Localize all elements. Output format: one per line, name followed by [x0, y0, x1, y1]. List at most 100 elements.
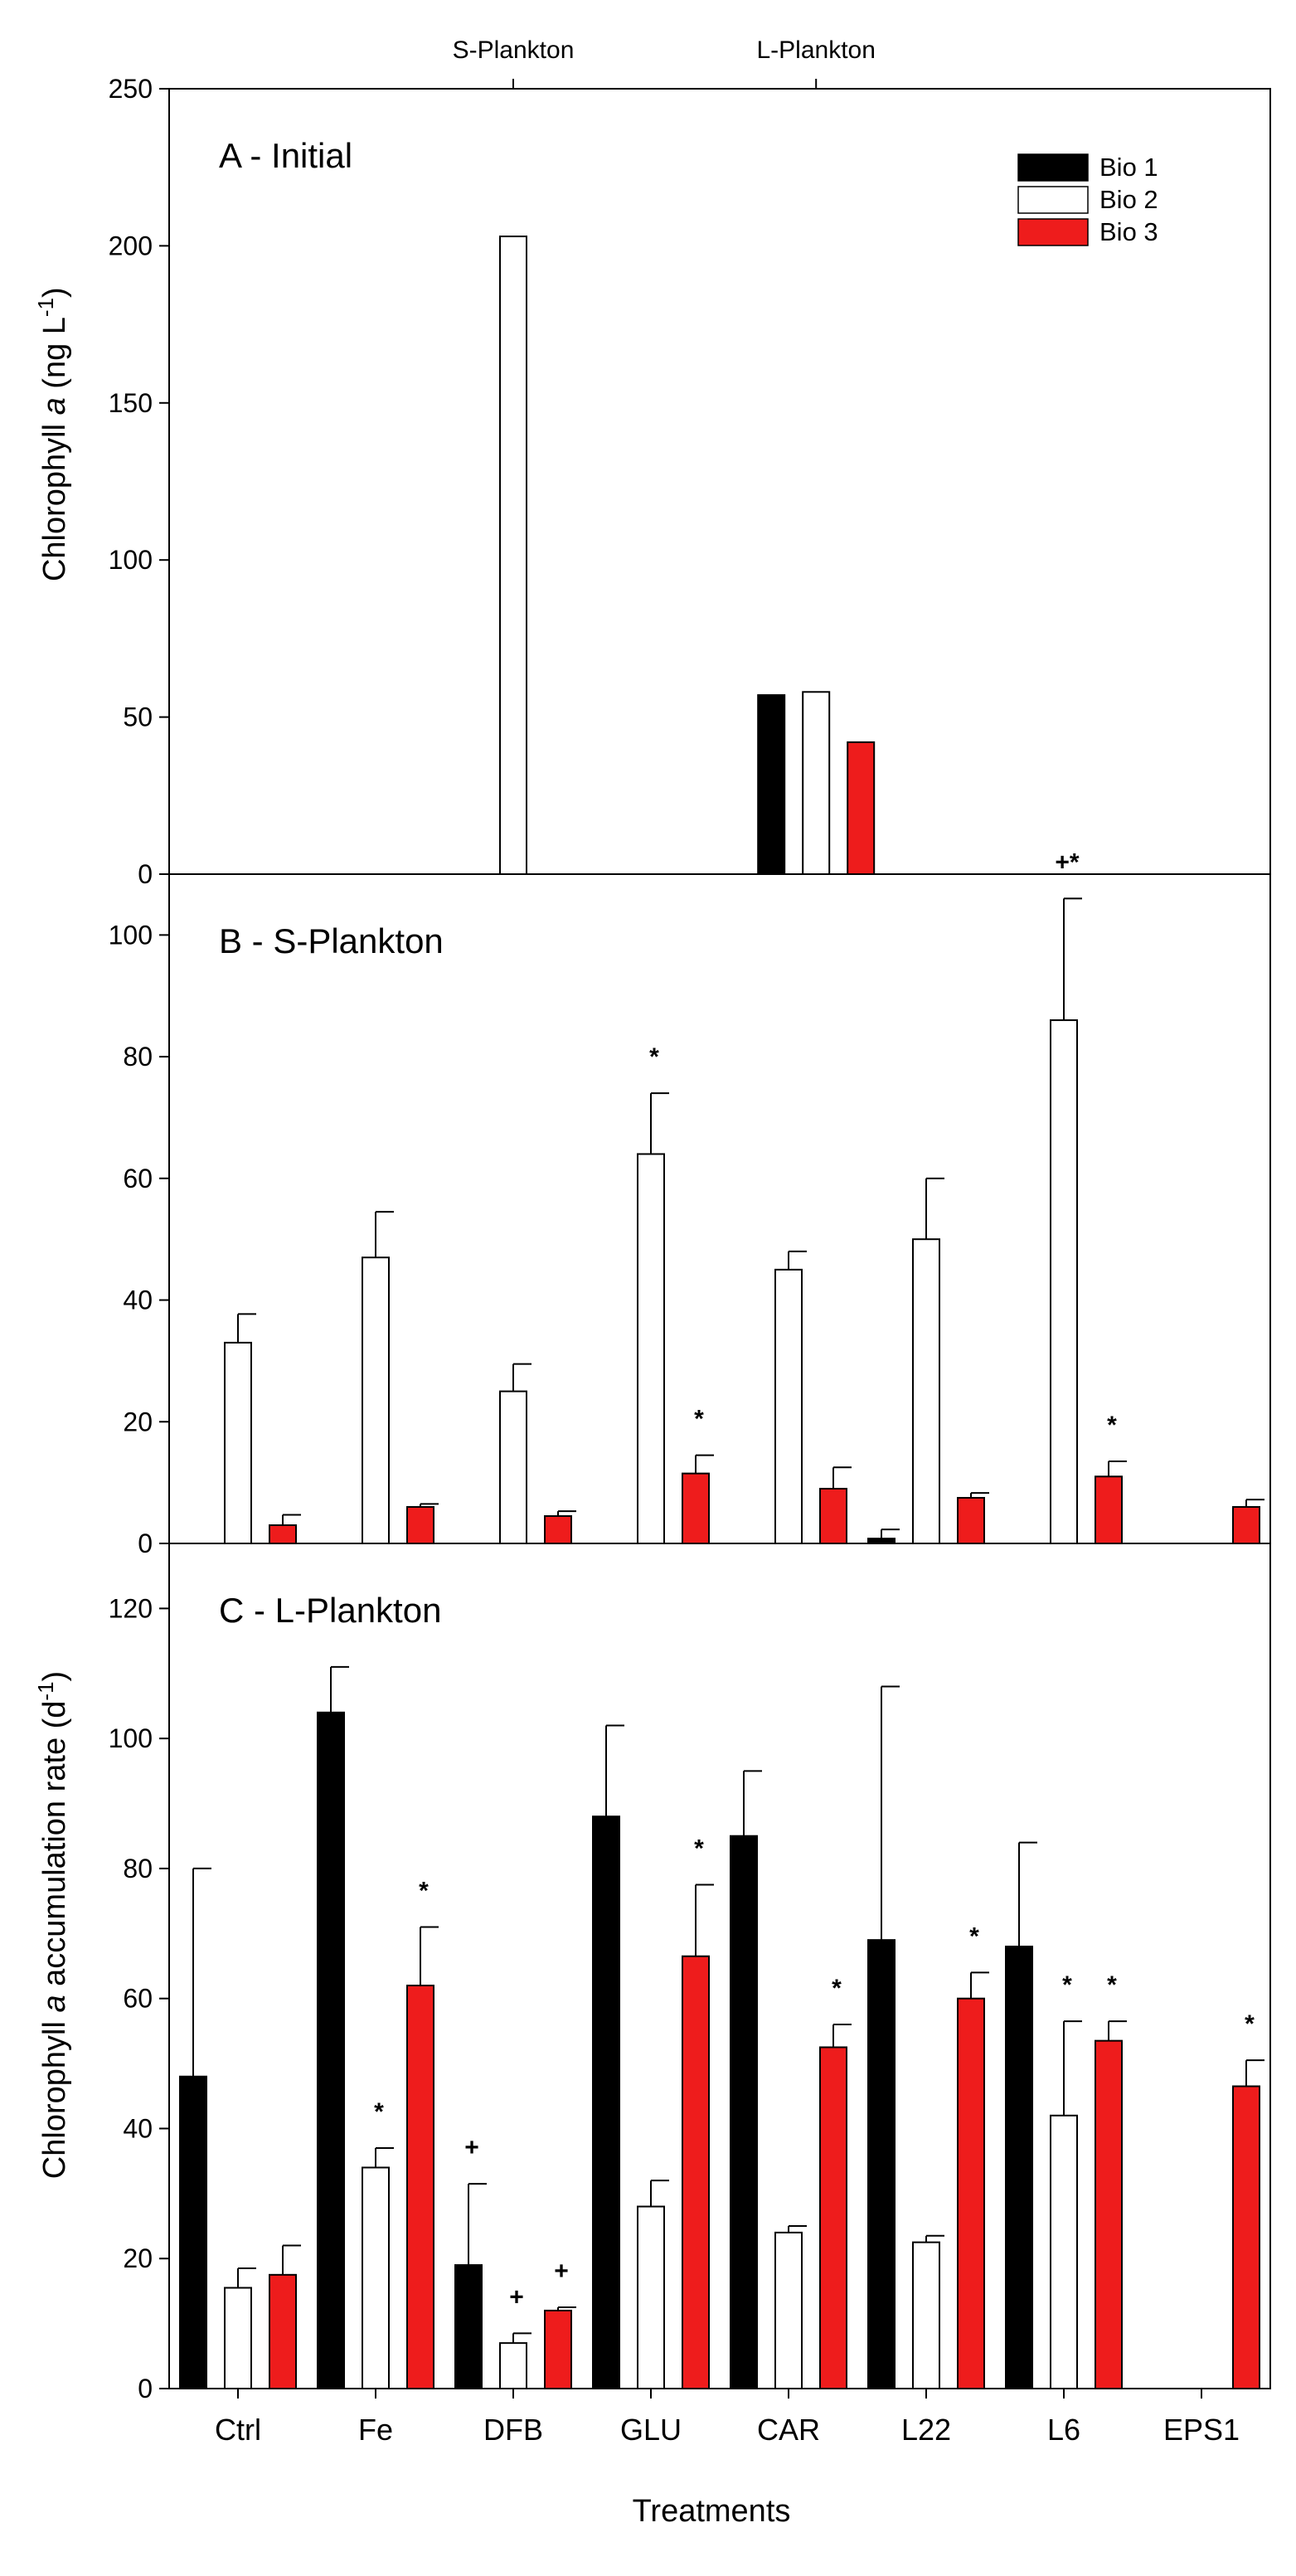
bar-bio-2 [912, 2241, 940, 2389]
y-tick-label: 40 [123, 2113, 153, 2143]
ylabel-part: ) [37, 287, 72, 298]
y-tick-label: 100 [109, 920, 153, 950]
bar-bio-3 [1232, 2085, 1260, 2389]
x-tick-label: L22 [901, 2413, 951, 2447]
bar-bio-2 [774, 1268, 803, 1544]
bar-bio-2 [1050, 1019, 1078, 1544]
significance-mark: * [832, 1975, 842, 2002]
y-tick-label: 80 [123, 1854, 153, 1883]
x-axis-label: Treatments [633, 2494, 791, 2529]
y-tick-label: 80 [123, 1042, 153, 1072]
bar-bio-3 [544, 2309, 572, 2390]
y-tick-label: 40 [123, 1286, 153, 1315]
bar-bio-2 [1050, 2114, 1078, 2390]
legend: Bio 1 Bio 2 Bio 3 [1017, 153, 1158, 246]
panel-title: A - Initial [219, 136, 352, 175]
y-tick-label: 150 [109, 388, 153, 418]
bar-bio-2 [499, 2342, 527, 2390]
ylabel-part: ) [37, 1671, 72, 1682]
y-tick-label: 120 [109, 1593, 153, 1623]
bar-bio-3 [682, 1955, 710, 2389]
y-tick-label: 200 [109, 231, 153, 260]
significance-mark: * [419, 1877, 429, 1904]
y-tick-label: 60 [123, 1984, 153, 2014]
y-tick-label: 100 [109, 1723, 153, 1753]
panel-b-s-plankton: B - S-Plankton 0 20 40 60 80 100 * +* * * [109, 848, 1271, 1558]
significance-mark: +* [1055, 848, 1080, 876]
significance-mark: * [1107, 1412, 1117, 1439]
bar-bio-3 [957, 1997, 985, 2390]
legend-label: Bio 3 [1099, 217, 1158, 246]
x-tick-label: EPS1 [1163, 2413, 1240, 2447]
x-tick-label: GLU [620, 2413, 682, 2447]
ylabel-part: a [37, 397, 72, 415]
x-tick-label: Ctrl [215, 2413, 261, 2447]
bar-bio-3 [544, 1514, 572, 1544]
x-tick-label: CAR [757, 2413, 820, 2447]
significance-mark: * [1062, 1971, 1072, 1999]
ylabel-part: (ng L [37, 317, 72, 397]
bar-bio-1 [730, 1835, 758, 2389]
y-tick-label: 50 [123, 702, 153, 732]
significance-mark: * [649, 1043, 659, 1071]
y-tick-label: 100 [109, 545, 153, 575]
bar-bio-1 [1005, 1945, 1033, 2389]
bar-bio-3 [819, 1487, 847, 1545]
ylabel-part: -1 [33, 298, 58, 317]
ylabel-part: accumulation rate (d [37, 1701, 72, 1995]
bar-bio-2 [637, 1153, 665, 1545]
bar-bio-2 [637, 2205, 665, 2390]
y-axis-labels: Chlorophyll a (ng L-1) Chlorophyll a acc… [33, 287, 72, 2179]
bar-bio-1 [179, 2075, 207, 2390]
bar-bio-1 [454, 2264, 483, 2390]
y-axis-label-rate: Chlorophyll a accumulation rate (d-1) [33, 1671, 72, 2179]
bar-bio-2 [802, 691, 831, 876]
top-category-labels: S-Plankton L-Plankton [453, 36, 876, 64]
panel-title: C - L-Plankton [219, 1591, 441, 1630]
top-label-s-plankton: S-Plankton [453, 36, 575, 64]
bar-bio-2 [362, 2166, 390, 2389]
significance-mark: * [1107, 1971, 1117, 1999]
significance-mark: * [694, 1835, 704, 1863]
bar-bio-3 [406, 1505, 434, 1544]
ylabel-part: Chlorophyll [37, 2013, 72, 2180]
ylabel-part: -1 [33, 1681, 58, 1700]
bar-bio-3 [269, 2273, 297, 2389]
bar-bio-3 [1095, 2039, 1123, 2390]
bar-bio-3 [847, 741, 876, 875]
significance-mark: * [969, 1922, 979, 1950]
y-tick-label: 60 [123, 1164, 153, 1193]
ylabel-part: a [37, 1995, 72, 2012]
top-label-l-plankton: L-Plankton [756, 36, 875, 64]
y-tick-label: 250 [109, 74, 153, 104]
significance-mark: * [374, 2098, 384, 2126]
legend-swatch-bio-1 [1017, 153, 1089, 182]
bar-bio-3 [269, 1524, 297, 1545]
legend-swatch-bio-2 [1017, 186, 1089, 214]
bar-bio-1 [757, 694, 786, 875]
plot-frame [168, 1543, 1271, 2389]
significance-mark: + [554, 2258, 569, 2285]
y-tick-label: 20 [123, 1407, 153, 1436]
bar-bio-2 [362, 1256, 390, 1544]
bar-bio-3 [682, 1472, 710, 1545]
panel-c-l-plankton: C - L-Plankton 0 20 40 60 80 100 120 + * + * * + * * * *… [109, 1543, 1271, 2447]
bar-bio-3 [819, 2046, 847, 2389]
bar-bio-2 [224, 1341, 252, 1545]
y-tick-label: 0 [138, 859, 153, 889]
y-tick-label: 0 [138, 2374, 153, 2403]
bar-bio-2 [499, 236, 527, 875]
bar-bio-3 [406, 1985, 434, 2389]
bar-bio-2 [224, 2287, 252, 2390]
significance-mark: + [464, 2134, 479, 2161]
bar-bio-3 [1232, 1505, 1260, 1544]
legend-label: Bio 2 [1099, 185, 1158, 214]
bar-bio-3 [1095, 1475, 1123, 1545]
plot-frame [168, 873, 1271, 1544]
legend-swatch-bio-3 [1017, 218, 1089, 246]
bar-bio-2 [912, 1238, 940, 1544]
panel-a-initial: A - Initial 0 50 100 150 200 250 [109, 74, 1271, 889]
ylabel-part: Chlorophyll [37, 415, 72, 581]
x-tick-label: Fe [358, 2413, 393, 2447]
bar-bio-1 [317, 1711, 345, 2390]
